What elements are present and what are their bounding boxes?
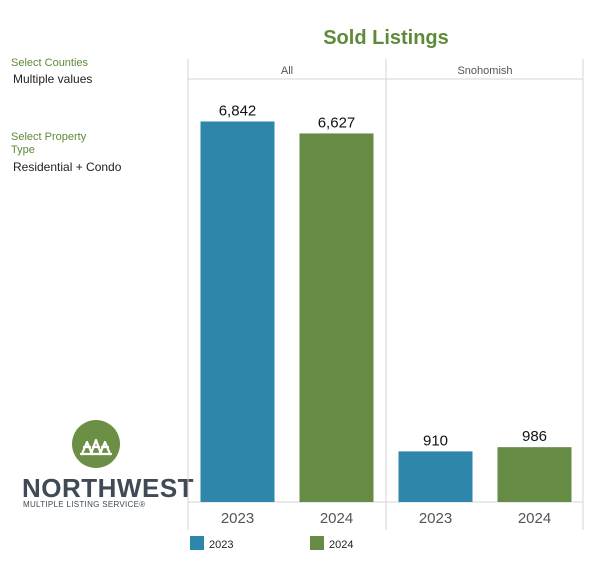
x-tick-label: 2024 <box>518 510 551 527</box>
property-type-filter-dropdown[interactable]: Residential + Condo <box>13 160 122 174</box>
chart-title: Sold Listings <box>323 27 449 49</box>
legend-label-2023: 2023 <box>209 539 233 551</box>
legend-swatch-2024 <box>310 536 324 550</box>
counties-filter-dropdown[interactable]: Multiple values <box>13 72 93 86</box>
legend-label-2024: 2024 <box>329 539 353 551</box>
counties-filter-label: Select Counties <box>11 57 89 69</box>
bar-snohomish-2023 <box>398 451 473 502</box>
bar-value-label: 6,627 <box>318 114 356 131</box>
nwmls-houses-icon <box>72 420 120 468</box>
x-tick-label: 2024 <box>320 510 353 527</box>
bar-value-label: 910 <box>423 432 448 449</box>
filter-sidebar: Select Counties Multiple values Select P… <box>0 0 195 572</box>
panel-header-snohomish: Snohomish <box>457 65 512 77</box>
x-tick-label: 2023 <box>221 510 254 527</box>
bar-all-2024 <box>299 133 374 502</box>
bar-value-label: 986 <box>522 428 547 445</box>
logo-wordmark: NORTHWEST <box>22 473 195 503</box>
bar-all-2023 <box>200 121 275 503</box>
x-tick-label: 2023 <box>419 510 452 527</box>
nwmls-logo: NORTHWEST MULTIPLE LISTING SERVICE® <box>22 420 195 510</box>
property-type-filter-label: Select Property Type <box>11 131 87 156</box>
panel-header-all: All <box>281 65 293 77</box>
bar-value-label: 6,842 <box>219 102 257 119</box>
bar-snohomish-2024 <box>497 447 572 502</box>
legend-swatch-2023 <box>190 536 204 550</box>
logo-tagline: MULTIPLE LISTING SERVICE® <box>23 500 146 509</box>
